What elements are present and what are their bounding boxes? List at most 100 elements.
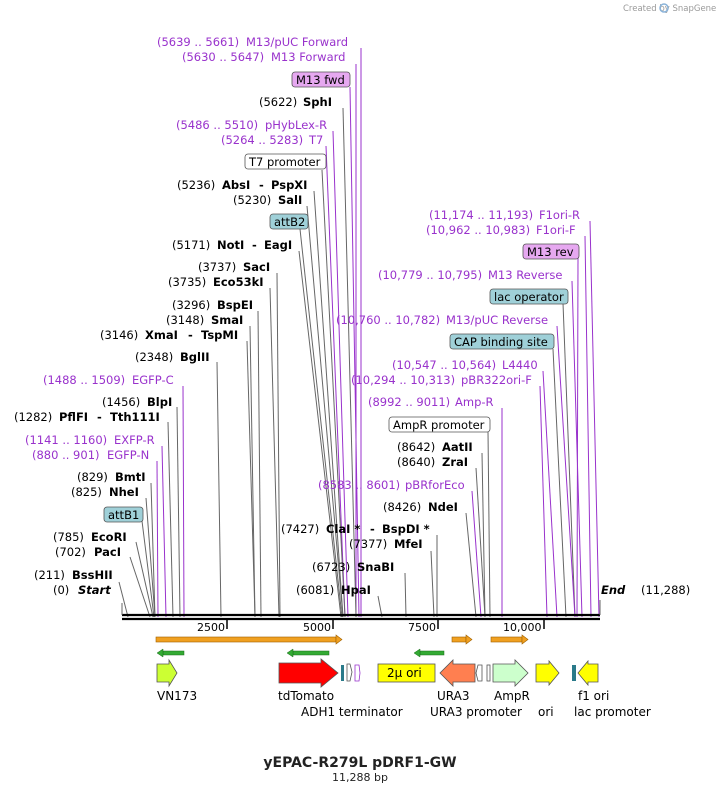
hpai-pos: (6081) [296,583,334,597]
line-attb1 [141,520,155,618]
m13-fwd-box [291,71,351,88]
t7-promoter-box [244,153,327,170]
svg-text:-: - [188,328,193,342]
feature-labels: VN173 tdTomato ADH1 terminator URA3 URA3… [157,689,651,719]
bsshii-name: BssHII [72,568,113,582]
bglii-pos: (2348) [135,350,173,364]
bmti-pos: (829) [77,470,108,484]
bspei-pos: (3296) [172,298,210,312]
ampr-arrow [492,659,529,687]
line-t7 [325,145,346,618]
svg-text:-: - [259,178,264,192]
tick-label-10000: 10,000 [503,621,542,634]
m13-rev-label: M13 rev [527,245,574,259]
pflfi-pos: (1282) [14,410,52,424]
attb2-box [269,213,309,230]
zrai-pos: (8640) [397,455,435,469]
line-exfpr [161,445,167,618]
line-cap [552,348,567,618]
enzyme-labels-left: (5622) SphI (5236) AbsI - PspXI (5230) S… [14,95,332,597]
l4440-name: L4440 [502,358,538,372]
m13puc-fwd-name: M13/pUC Forward [246,35,348,49]
line-hpai [377,595,383,618]
tick-label-5000: 5000 [303,621,331,634]
smai-pos: (3148) [166,313,204,327]
bglii-name: BglII [180,350,210,364]
xmai-pos: (3146) [100,328,138,342]
aatii-pos: (8642) [397,440,435,454]
attb2-block [341,665,344,681]
sali-pos: (5230) [233,193,271,207]
phyblex-name: pHybLex-R [265,118,327,132]
m13-reverse-name: M13 Reverse [488,268,562,282]
line-absi [313,190,344,618]
vn173-arrow [156,658,178,688]
line-smai [249,325,256,618]
connector-lines [118,48,600,618]
line-pflfi [167,421,174,618]
phyblex-pos: (5486 .. 5510) [176,118,258,132]
noti-pos: (5171) [172,238,210,252]
ori-label: ori [538,705,554,719]
m13-reverse-pos: (10,779 .. 10,795) [378,268,482,282]
line-xmai [246,340,256,618]
absi-pos: (5236) [177,178,215,192]
pflfi-name: PflFI [59,410,88,424]
tick-label-7500: 7500 [408,621,436,634]
tth111i-name: Tth111I [110,410,160,424]
ampr-label: AmpR [494,689,530,703]
pbrforeco-name: pBRforEco [405,478,465,492]
ecori-pos: (785) [53,530,84,544]
line-zrai [475,467,486,618]
line-phyblex [332,130,349,618]
ampr-primer-name: Amp-R [455,395,494,409]
line-aatii [481,452,486,618]
mfei-pos: (7377) [349,537,387,551]
line-egfpn [156,460,159,618]
ura3-arrow [439,659,476,687]
attb1-label: attB1 [108,508,139,522]
plasmid-size: 11,288 bp [332,771,388,784]
start-label: Start [78,583,111,597]
m13-forward-name: M13 Forward [271,50,345,64]
tdtomato-arrow [278,658,339,688]
line-attb2 [299,228,343,618]
line-pbrforeco [471,490,482,618]
line-ndei [465,512,477,618]
ura3-promoter-label: URA3 promoter [430,705,522,719]
m13puc-rev-name: M13/pUC Reverse [446,313,548,327]
snapgene-logo-icon [659,3,669,13]
eco53ki-name: Eco53kI [213,275,264,289]
plasmid-title: yEPAC-R279L pDRF1-GW [263,755,456,771]
bmti-name: BmtI [115,470,146,484]
m13-fwd-label: M13 fwd [296,73,345,87]
snabi-pos: (6723) [312,560,350,574]
m13puc-fwd-pos: (5639 .. 5661) [157,35,239,49]
f1ori-f-pos: (10,962 .. 10,983) [426,223,530,237]
ampr-promoter-block [486,664,491,682]
saci-pos: (3737) [198,260,236,274]
noti-name: NotI [217,238,244,252]
line-bmti [150,482,156,618]
svg-text:-: - [97,410,102,424]
lac-operator-label: lac operator [494,290,564,304]
line-sali [306,205,344,618]
boxed-labels: M13 fwd T7 promoter attB2 attB1 M13 rev … [103,71,580,523]
snabi-name: SnaBI [357,560,394,574]
egfpc-name: EGFP-C [132,373,174,387]
line-f1ori-r [589,220,600,618]
tspmi-name: TspMI [201,328,238,342]
primer-labels-right: (11,174 .. 11,193) F1ori-R (10,962 .. 10… [318,208,580,492]
zrai-name: ZraI [442,455,468,469]
line-t7promoter [321,169,346,618]
start-pos: (0) [53,583,69,597]
f1ori-r-name: F1ori-R [539,208,580,222]
adh1-terminator-label: ADH1 terminator [301,705,403,719]
sphi-name: SphI [303,95,332,109]
lac-operator-block [572,665,576,681]
ndei-name: NdeI [428,500,458,514]
sali-name: SalI [278,193,302,207]
line-snabi [404,572,407,618]
line-egfpc [182,385,185,618]
